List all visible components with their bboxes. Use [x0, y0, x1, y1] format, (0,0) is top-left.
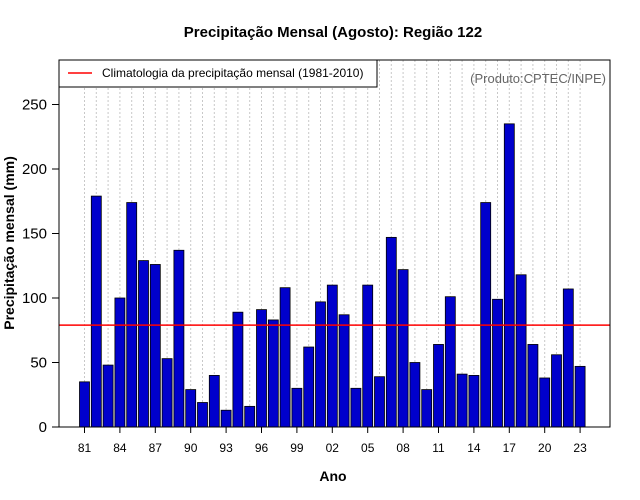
bar-86: [138, 260, 149, 428]
bar-96: [256, 309, 267, 428]
legend-label: Climatologia da precipitação mensal (198…: [102, 66, 363, 80]
bar-83: [102, 364, 114, 428]
legend-box: [58, 59, 378, 88]
y-axis-label: Precipitação mensal (mm): [1, 156, 17, 330]
bar-23: [574, 365, 586, 428]
x-tick-label-84: 84: [113, 441, 127, 455]
x-tick-label-23: 23: [573, 441, 587, 455]
y-tick-label-150: 150: [22, 226, 47, 243]
x-tick-label-05: 05: [361, 441, 375, 455]
y-tick-label-100: 100: [22, 290, 47, 307]
x-axis: 81 84 87 90 93 96 99 02 05 08 11 14 17 20 23: [78, 426, 587, 455]
bar-94: [232, 311, 244, 428]
bar-04: [350, 387, 362, 428]
x-tick-label-14: 14: [467, 441, 481, 455]
x-tick-label-93: 93: [219, 441, 233, 455]
x-tick-label-99: 99: [290, 441, 304, 455]
bar-07: [385, 236, 397, 428]
x-tick-label-11: 11: [432, 441, 445, 455]
bars: [79, 123, 586, 428]
bar-19: [527, 344, 539, 428]
bar-00: [303, 346, 315, 428]
bar-06: [374, 376, 385, 428]
x-tick-label-90: 90: [184, 441, 198, 455]
bar-93: [220, 409, 232, 428]
x-tick-label-20: 20: [538, 441, 552, 455]
bar-15: [480, 202, 492, 428]
bar-20: [539, 377, 551, 428]
bar-17: [503, 123, 515, 428]
bar-05: [362, 284, 374, 428]
bar-03: [338, 314, 350, 428]
bar-14: [468, 374, 480, 428]
x-tick-label-96: 96: [255, 441, 269, 455]
bar-16: [492, 298, 503, 428]
bar-01: [315, 301, 326, 428]
chart-title: Precipitação Mensal (Agosto): Região 122: [184, 24, 482, 41]
bar-02: [326, 284, 338, 428]
bar-11: [433, 344, 444, 428]
bar-21: [551, 354, 562, 428]
y-axis: 0 50 100 150 200 250: [22, 97, 60, 436]
bar-18: [515, 274, 527, 428]
bar-81: [79, 381, 90, 428]
bar-95: [244, 405, 256, 428]
y-tick-label-200: 200: [22, 161, 47, 178]
bar-82: [90, 195, 102, 428]
x-axis-label: Ano: [319, 468, 346, 484]
bar-08: [397, 269, 409, 428]
bar-85: [126, 202, 138, 428]
bar-22: [562, 288, 574, 428]
bar-90: [185, 389, 197, 428]
bar-92: [208, 374, 220, 428]
bar-13: [456, 373, 468, 428]
bar-88: [161, 358, 173, 428]
x-tick-label-87: 87: [149, 441, 163, 455]
y-tick-label-250: 250: [22, 97, 47, 114]
bar-97: [267, 319, 279, 428]
y-tick-label-50: 50: [30, 355, 47, 372]
bar-87: [149, 264, 161, 428]
bar-09: [409, 362, 421, 428]
x-tick-label-02: 02: [326, 441, 340, 455]
bar-98: [279, 287, 291, 428]
x-tick-label-81: 81: [78, 441, 92, 455]
bar-84: [114, 297, 126, 428]
bar-99: [291, 387, 303, 428]
bar-10: [421, 389, 433, 428]
x-tick-label-08: 08: [396, 441, 410, 455]
bar-12: [444, 296, 456, 428]
y-tick-label-0: 0: [39, 419, 47, 436]
credit-text: (Produto:CPTEC/INPE): [470, 71, 606, 86]
legend: Climatologia da precipitação mensal (198…: [58, 59, 378, 88]
x-tick-label-17: 17: [503, 441, 517, 455]
bar-89: [173, 249, 185, 428]
bar-91: [197, 402, 208, 428]
